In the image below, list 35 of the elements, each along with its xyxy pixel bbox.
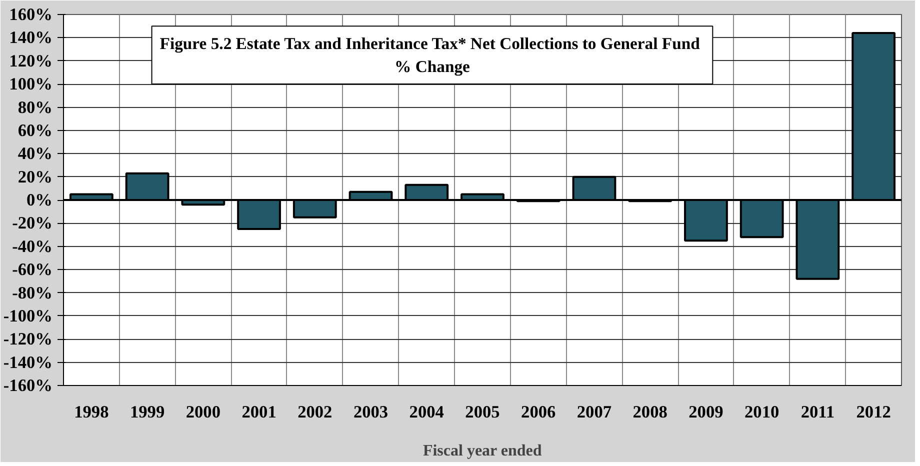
- text: Figure 5.2 Estate Tax and Inheritance Tax* Net Collections to General Fund: [160, 34, 701, 54]
- y-tick-label: -60%: [12, 260, 53, 280]
- x-tick-label: 2011: [800, 402, 835, 422]
- y-tick-label: 140%: [9, 28, 53, 48]
- x-tick-label: 2005: [465, 402, 500, 422]
- x-tick-label: 2003: [353, 402, 388, 422]
- x-tick-label: 2006: [521, 402, 556, 422]
- x-axis-title: Fiscal year ended: [422, 442, 542, 460]
- text: % Change: [394, 56, 470, 76]
- y-tick-label: 120%: [9, 51, 53, 70]
- x-tick-label: 2004: [409, 402, 444, 422]
- y-tick-label: -100%: [3, 306, 53, 326]
- y-tick-label: 0%: [26, 190, 53, 210]
- x-tick-label: 1999: [130, 402, 165, 422]
- x-tick-label: 2012: [856, 402, 891, 422]
- x-tick-label: 2009: [688, 402, 724, 422]
- y-tick-label: 40%: [18, 144, 52, 164]
- y-tick-label: -140%: [3, 352, 53, 372]
- x-tick-label: 1998: [74, 402, 110, 422]
- y-tick-label: 80%: [18, 98, 52, 117]
- x-tick-label: 2010: [744, 402, 780, 422]
- y-tick-label: 60%: [18, 120, 52, 140]
- y-tick-label: -20%: [12, 214, 53, 233]
- y-tick-label: -40%: [12, 236, 53, 256]
- y-tick-label: 160%: [9, 5, 53, 24]
- x-tick-label: 2002: [298, 402, 332, 422]
- x-tick-label: 2001: [242, 402, 276, 422]
- y-tick-label: -80%: [12, 283, 53, 302]
- x-tick-label: 2000: [186, 402, 220, 422]
- y-tick-label: 20%: [18, 167, 52, 186]
- y-tick-label: -160%: [3, 376, 53, 395]
- y-tick-label: -120%: [3, 330, 53, 349]
- x-tick-label: 2008: [632, 402, 668, 422]
- x-tick-label: 2007: [576, 402, 612, 422]
- y-tick-label: 100%: [9, 74, 53, 94]
